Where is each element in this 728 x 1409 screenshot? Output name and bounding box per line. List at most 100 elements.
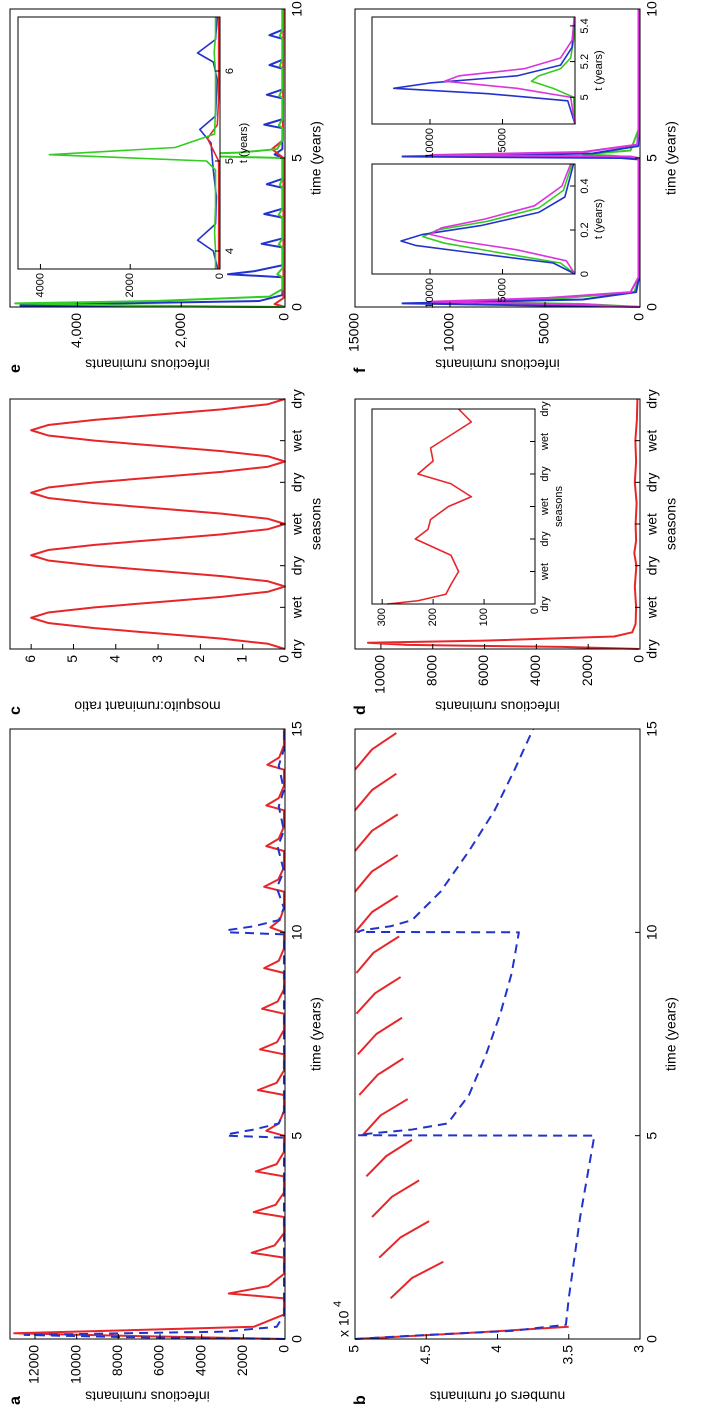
y-tick-label: 0 [631,313,647,321]
y-tick-label: 2,000 [172,313,188,348]
y-tick-label: 10000 [424,128,436,159]
data-line [206,17,220,269]
y-tick-label: 4 [488,1345,504,1353]
x-tick-label: dry [289,639,305,658]
data-line [19,9,286,308]
y-multiplier: x 10 [336,1310,352,1337]
y-tick-label: 2 [191,655,207,663]
y-tick-label: 10000 [67,1345,83,1384]
y-tick-label: 0 [529,608,541,614]
x-tick-label: 0 [644,1335,660,1343]
plot-border [354,8,641,308]
y-tick-label: 5000 [496,278,508,302]
x-tick-label: wet [644,430,660,453]
y-tick-label: 0 [631,655,647,663]
y-multiplier-exponent: 4 [332,1301,344,1307]
x-tick-label: wet [539,563,551,581]
x-tick-label: 5 [644,1132,660,1140]
x-tick-label: wet [289,513,305,536]
inset-frame [371,163,576,275]
x-axis-title: time (years) [308,997,324,1071]
x-axis-title: time (years) [663,997,679,1071]
x-tick-label: wet [289,596,305,619]
x-tick-label: dry [289,556,305,575]
x-tick-label: wet [539,498,551,516]
x-axis-title: seasons [308,498,324,550]
data-line [13,729,286,1340]
x-tick-label: 0.2 [579,222,591,237]
x-tick-label: dry [644,473,660,492]
x-tick-label: 5.2 [579,54,591,69]
x-tick-label: 10 [644,924,660,940]
y-tick-label: 0 [276,1345,292,1353]
x-tick-label: 10 [644,1,660,17]
x-tick-label: 0 [579,271,591,277]
plot-border [354,398,641,650]
inset-frame [371,408,536,605]
data-line [392,16,576,125]
y-tick-label: 1 [233,655,249,663]
x-tick-label: 5 [644,154,660,162]
y-axis-title: infectious ruminants [435,698,560,714]
x-axis-title: time (years) [663,121,679,195]
plot-border [9,398,286,650]
y-tick-label: 5 [64,655,80,663]
y-tick-label: 200 [427,608,439,626]
y-tick-label: 8000 [109,1345,125,1376]
data-line [48,17,217,269]
y-tick-label: 0 [276,655,292,663]
y-tick-label: 5000 [536,313,552,344]
y-tick-label: 5 [346,1345,362,1353]
y-tick-label: 0 [214,273,226,279]
x-tick-label: dry [539,531,551,547]
x-tick-label: dry [644,389,660,408]
x-tick-label: dry [539,466,551,482]
y-tick-label: 4000 [527,655,543,686]
x-tick-label: 15 [644,721,660,737]
y-tick-label: 12000 [26,1345,42,1384]
x-axis-title: t (years) [593,199,605,239]
x-tick-label: dry [644,639,660,658]
x-tick-label: 0 [289,1335,305,1343]
data-line [443,16,576,125]
inset-frame [371,16,576,125]
y-tick-label: 4,000 [68,313,84,348]
y-tick-label: 3 [149,655,165,663]
data-line [429,163,576,275]
x-tick-label: 0 [644,303,660,311]
x-tick-label: 5 [289,1132,305,1140]
data-line [23,729,286,1340]
panel-letter: d [352,705,369,715]
panel-letter: a [7,1396,24,1405]
y-tick-label: 3 [631,1345,647,1353]
plot-border [9,8,286,308]
y-tick-label: 3.5 [559,1345,575,1365]
x-tick-label: dry [644,556,660,575]
x-axis-title: t (years) [593,50,605,90]
data-line [387,408,473,605]
x-tick-label: wet [644,513,660,536]
x-tick-label: 5.4 [579,18,591,33]
x-tick-label: 0.4 [579,178,591,193]
y-tick-label: 6000 [151,1345,167,1376]
y-tick-label: 2000 [579,655,595,686]
data-line [400,163,576,275]
x-axis-title: seasons [663,498,679,550]
y-tick-label: 4 [106,655,122,663]
y-tick-label: 2000 [124,273,136,297]
x-tick-label: 5 [289,154,305,162]
plot-border [371,163,576,275]
y-tick-label: 10000 [372,655,388,694]
y-axis-title: numbers of ruminants [430,1388,565,1404]
x-axis-title: seasons [553,486,565,527]
x-tick-label: 15 [289,721,305,737]
data-line [14,9,286,308]
plot-border [371,16,576,125]
plot-border [354,728,641,1340]
y-axis-title: mosquito:ruminant ratio [74,698,221,714]
y-tick-label: 10000 [424,278,436,309]
y-tick-label: 5000 [496,128,508,152]
